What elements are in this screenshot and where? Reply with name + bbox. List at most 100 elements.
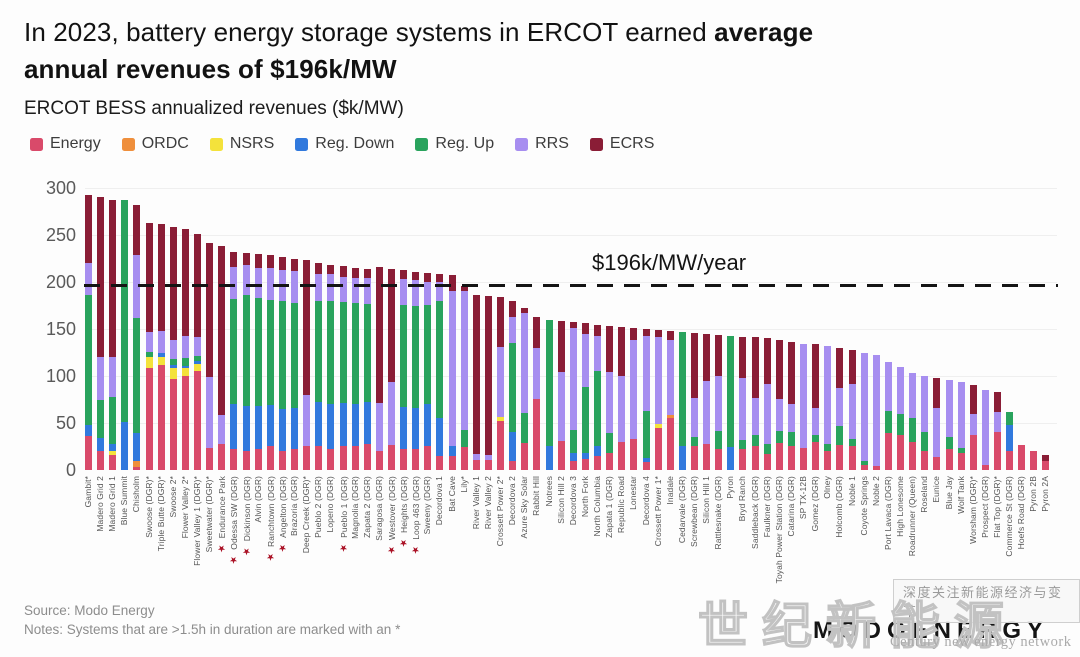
bar-blue-jay[interactable] (945, 379, 953, 470)
bar-dickinson-dgr-[interactable] (242, 252, 250, 470)
legend-item-rrs[interactable]: RRS (515, 135, 569, 153)
legend-item-ecrs[interactable]: ECRS (589, 135, 654, 153)
bar-high-lonesome[interactable] (897, 366, 905, 470)
segment-rrs (897, 366, 905, 414)
bar-endurance-park[interactable] (218, 246, 226, 470)
bar-noble-2[interactable] (872, 355, 880, 470)
legend-item-reg-down[interactable]: Reg. Down (295, 135, 394, 153)
segment-reg-up (739, 439, 747, 450)
bar-decordova-2[interactable] (509, 300, 517, 470)
bar-madero-grid-1[interactable] (109, 200, 117, 470)
segment-energy (339, 446, 347, 470)
bar-toyah-power-station-dgr-[interactable] (775, 340, 783, 470)
bar-faulkner-dgr-[interactable] (763, 338, 771, 470)
bar-ranchtown-dgr-[interactable] (266, 254, 274, 470)
bar-pyron-2b[interactable] (1030, 451, 1038, 470)
bar-sp-tx-12b[interactable] (800, 344, 808, 470)
x-label-decordova-4: Decordova 4 (640, 476, 651, 526)
bar-brazoria-dgr-[interactable] (291, 258, 299, 471)
bar-holcomb-dgr-[interactable] (836, 347, 844, 470)
bar-sweetwater-dgr-[interactable] (206, 242, 214, 470)
segment-energy (763, 453, 771, 470)
bar-pueblo-1-dgr-[interactable] (339, 266, 347, 470)
bar-sweeny-dgr-[interactable] (424, 272, 432, 470)
bar-angelton-dgr-[interactable] (278, 256, 286, 470)
bar-gomez-dgr-[interactable] (812, 344, 820, 470)
bar-inadale[interactable] (666, 330, 674, 470)
bar-republic-road[interactable] (618, 327, 626, 470)
bar-catarina-dgr-[interactable] (787, 342, 795, 470)
bar-zapata-1-dgr-[interactable] (606, 326, 614, 470)
bar-lily-[interactable] (460, 285, 468, 470)
bar-zapata-2-dgr-[interactable] (363, 268, 371, 470)
bar-madero-grid-2[interactable] (97, 197, 105, 470)
bar-roadrunner-queen-[interactable] (909, 373, 917, 470)
bar-prospect-dgr-[interactable] (981, 390, 989, 470)
bar-port-lavaca-dgr-[interactable] (884, 361, 892, 470)
bar-silicon-hill-2[interactable] (557, 320, 565, 470)
bar-alvin-dgr-[interactable] (254, 253, 262, 470)
bar-north-columbia[interactable] (594, 325, 602, 470)
bar-cedarvale-dgr-[interactable] (678, 331, 686, 470)
bar-flat-top-dgr-[interactable] (994, 391, 1001, 470)
bar-notrees[interactable] (545, 319, 553, 470)
average-line (84, 284, 1058, 288)
bar-olney[interactable] (824, 345, 832, 470)
bar-rabbit-hill[interactable] (533, 316, 541, 470)
bar-pyron[interactable] (727, 335, 735, 470)
bar-crossett-power-2-[interactable] (497, 297, 505, 470)
bar-north-fork[interactable] (581, 323, 589, 470)
bar-swoose-2-[interactable] (169, 227, 177, 470)
bar-deep-creek-dgr-[interactable] (303, 260, 311, 470)
bar-coyote-springs[interactable] (860, 353, 868, 470)
bar-river-valley-1[interactable] (472, 295, 480, 470)
bar-triple-butte-dgr-[interactable] (157, 223, 165, 470)
bar-decordova-4[interactable] (642, 329, 650, 470)
bar-odessa-sw-dgr-[interactable] (230, 251, 238, 470)
segment-energy (230, 449, 238, 470)
page-title: In 2023, battery energy storage systems … (24, 14, 1034, 88)
bar-bryd-ranch[interactable] (739, 336, 747, 470)
bar-crossett-power-1-[interactable] (654, 329, 662, 470)
bar-pueblo-2-dgr-[interactable] (315, 263, 323, 470)
segment-rrs (981, 390, 989, 466)
bar-hoefs-road-dgr-[interactable] (1018, 444, 1026, 470)
bar-screwbean-dgr-[interactable] (691, 332, 698, 470)
bar-roseland[interactable] (921, 376, 929, 470)
bar-chisholm[interactable] (133, 204, 141, 470)
bar-pyron-2a[interactable] (1042, 454, 1050, 470)
bar-gambit-[interactable] (85, 194, 92, 470)
bar-flower-valley-1-dgr-[interactable] (194, 234, 202, 470)
bar-noble-1[interactable] (848, 349, 856, 470)
bar-commerce-st-dgr-[interactable] (1006, 411, 1014, 470)
bar-loop-463-dgr-[interactable] (412, 271, 420, 470)
segment-rrs (933, 407, 941, 457)
bar-swoose-dgr-[interactable] (145, 222, 153, 470)
bar-decordova-1[interactable] (436, 274, 444, 470)
bar-blue-summit[interactable] (121, 200, 129, 470)
bar-lopeno-dgr-[interactable] (327, 265, 335, 470)
bar-azure-sky-solar[interactable] (521, 308, 529, 470)
segment-rrs (691, 397, 698, 438)
bar-bat-cave[interactable] (448, 275, 456, 470)
bar-saragosa-dgr-[interactable] (375, 266, 383, 470)
legend-item-nsrs[interactable]: NSRS (209, 135, 274, 153)
bar-worsham-dgr-[interactable] (969, 385, 977, 470)
bar-silicon-hill-1[interactable] (703, 333, 711, 470)
bar-heights-dgr-[interactable] (400, 269, 408, 470)
legend-item-reg-up[interactable]: Reg. Up (415, 135, 494, 153)
bar-flower-valley-2-[interactable] (181, 229, 189, 470)
bar-magnolia-dgr-[interactable] (351, 267, 359, 470)
bar-saddleback-dgr-[interactable] (751, 337, 759, 470)
legend-item-ordc[interactable]: ORDC (121, 135, 189, 153)
bar-wolf-tank[interactable] (957, 381, 965, 470)
bar-eunice[interactable] (933, 377, 941, 470)
bar-river-valley-2[interactable] (484, 296, 492, 470)
bar-lonestar[interactable] (630, 328, 638, 470)
segment-energy (533, 399, 541, 470)
bar-decordova-3[interactable] (569, 322, 577, 470)
legend-item-energy[interactable]: Energy (30, 135, 101, 153)
bar-rattlesnake-dgr-[interactable] (715, 334, 723, 470)
bar-westover-dgr-[interactable] (388, 268, 395, 470)
segment-rrs (412, 280, 420, 307)
